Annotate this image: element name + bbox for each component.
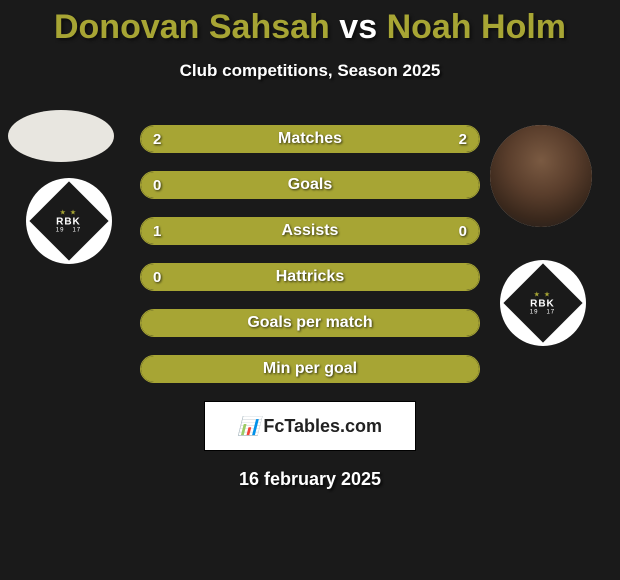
club-year: 19 17 (56, 227, 81, 233)
club-badge-shape: ★ ★ RBK 19 17 (29, 181, 108, 260)
stat-label: Hattricks (141, 264, 479, 290)
brand-text: FcTables.com (263, 416, 382, 437)
player2-name: Noah Holm (387, 8, 566, 46)
stat-label: Matches (141, 126, 479, 152)
stat-label: Goals (141, 172, 479, 198)
stat-row: Min per goal (140, 355, 480, 383)
club-badge-shape: ★ ★ RBK 19 17 (503, 263, 582, 342)
stat-label: Min per goal (141, 356, 479, 382)
stat-row: 0Goals (140, 171, 480, 199)
player2-avatar (490, 125, 592, 227)
subtitle: Club competitions, Season 2025 (0, 61, 620, 81)
stat-row: 0Hattricks (140, 263, 480, 291)
club-name: RBK (530, 298, 555, 309)
stat-row: 22Matches (140, 125, 480, 153)
player2-face (490, 125, 592, 227)
club-year: 19 17 (530, 309, 555, 315)
player1-avatar (8, 110, 114, 162)
stat-label: Goals per match (141, 310, 479, 336)
comparison-title: Donovan Sahsah vs Noah Holm (0, 0, 620, 47)
stat-row: 10Assists (140, 217, 480, 245)
player1-club-logo: ★ ★ RBK 19 17 (26, 178, 112, 264)
player2-club-logo: ★ ★ RBK 19 17 (500, 260, 586, 346)
stat-label: Assists (141, 218, 479, 244)
brand-logo: 📊 FcTables.com (238, 416, 382, 437)
vs-text: vs (339, 8, 377, 46)
club-name: RBK (56, 216, 81, 227)
stat-row: Goals per match (140, 309, 480, 337)
club-stars: ★ ★ (530, 290, 555, 298)
infographic-date: 16 february 2025 (0, 469, 620, 490)
stats-container: 22Matches 0Goals 10Assists 0Hattricks Goals … (140, 125, 480, 383)
brand-box: 📊 FcTables.com (204, 401, 416, 451)
brand-icon: 📊 (238, 416, 260, 437)
player1-name: Donovan Sahsah (54, 8, 330, 46)
club-stars: ★ ★ (56, 208, 81, 216)
